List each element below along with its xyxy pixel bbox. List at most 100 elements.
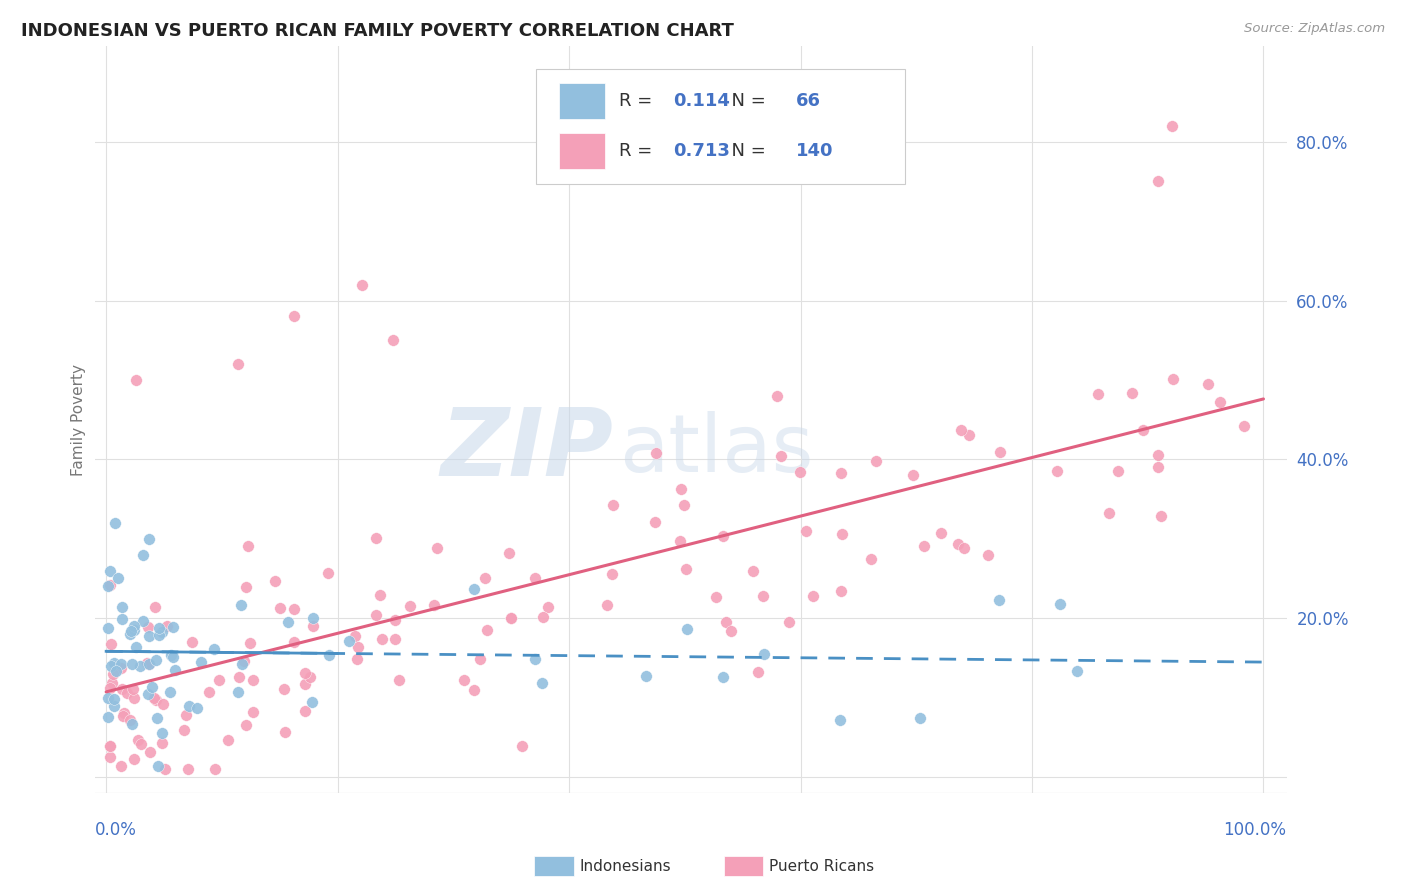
Point bbox=[121, 716, 143, 731]
Point bbox=[101, 676, 124, 690]
Point bbox=[634, 669, 657, 683]
Point bbox=[752, 647, 775, 661]
Point bbox=[778, 615, 800, 629]
Point bbox=[103, 691, 125, 706]
Point bbox=[350, 277, 373, 292]
Point bbox=[1197, 377, 1219, 392]
Point bbox=[371, 632, 394, 647]
Point bbox=[239, 636, 262, 650]
Point bbox=[711, 529, 734, 543]
Point bbox=[346, 651, 368, 665]
Point bbox=[138, 657, 160, 671]
Point bbox=[426, 541, 449, 555]
Point bbox=[789, 466, 811, 480]
Point bbox=[186, 701, 208, 715]
Text: ZIP: ZIP bbox=[440, 404, 613, 496]
Point bbox=[165, 664, 187, 678]
Point bbox=[100, 637, 122, 651]
Point bbox=[1161, 372, 1184, 386]
Point bbox=[98, 750, 121, 764]
Point bbox=[337, 634, 360, 648]
Point bbox=[152, 697, 174, 711]
Point bbox=[531, 610, 554, 624]
Point bbox=[1233, 418, 1256, 433]
Point bbox=[318, 648, 340, 662]
Point bbox=[501, 611, 523, 625]
Point bbox=[1147, 459, 1170, 474]
FancyBboxPatch shape bbox=[560, 133, 605, 169]
Text: Puerto Ricans: Puerto Ricans bbox=[769, 859, 875, 873]
Point bbox=[190, 655, 212, 669]
Point bbox=[103, 656, 125, 670]
Point bbox=[125, 640, 148, 654]
Point bbox=[602, 498, 624, 512]
Point bbox=[423, 599, 446, 613]
Point bbox=[1147, 174, 1170, 188]
Point bbox=[302, 619, 325, 633]
Text: R =: R = bbox=[619, 142, 658, 160]
Point bbox=[830, 583, 852, 598]
Point bbox=[180, 635, 202, 649]
Point bbox=[794, 524, 817, 539]
Point bbox=[139, 745, 162, 759]
Point bbox=[946, 537, 969, 551]
Point bbox=[468, 652, 491, 666]
Point bbox=[860, 552, 883, 566]
Point bbox=[770, 449, 793, 463]
Point bbox=[176, 763, 198, 777]
Point bbox=[463, 683, 485, 698]
Point bbox=[343, 629, 366, 643]
Point bbox=[176, 707, 198, 722]
Point bbox=[135, 656, 157, 670]
Point bbox=[97, 579, 120, 593]
Point bbox=[173, 723, 195, 737]
Point bbox=[1132, 424, 1154, 438]
Point bbox=[138, 532, 160, 546]
Point bbox=[148, 621, 170, 635]
Point bbox=[103, 699, 125, 714]
Point bbox=[159, 685, 181, 699]
Point bbox=[150, 725, 173, 739]
Point bbox=[766, 389, 789, 403]
Point bbox=[364, 531, 387, 545]
Point bbox=[283, 635, 305, 649]
Point bbox=[142, 690, 165, 705]
Point bbox=[1107, 464, 1129, 478]
Point bbox=[242, 705, 264, 719]
Point bbox=[132, 614, 155, 628]
Point bbox=[384, 632, 406, 647]
Point bbox=[1160, 119, 1182, 133]
Point bbox=[277, 615, 299, 629]
Point bbox=[156, 619, 179, 633]
Point bbox=[98, 739, 121, 754]
Point bbox=[501, 611, 523, 625]
Point bbox=[120, 624, 142, 638]
Text: Indonesians: Indonesians bbox=[579, 859, 671, 873]
Point bbox=[111, 612, 134, 626]
Point bbox=[110, 759, 132, 773]
Point bbox=[990, 445, 1012, 459]
Point bbox=[294, 704, 316, 718]
Point bbox=[474, 571, 496, 585]
Point bbox=[830, 713, 852, 727]
Point bbox=[370, 588, 392, 602]
Point bbox=[124, 690, 146, 705]
Point bbox=[136, 687, 159, 701]
Point bbox=[957, 428, 980, 442]
Point bbox=[231, 599, 253, 613]
Text: R =: R = bbox=[619, 92, 658, 110]
Point bbox=[384, 613, 406, 627]
Point bbox=[747, 665, 769, 679]
Text: N =: N = bbox=[720, 142, 772, 160]
Point bbox=[950, 423, 973, 437]
Point bbox=[202, 642, 225, 657]
Point bbox=[672, 498, 695, 512]
Point bbox=[111, 682, 134, 697]
Point bbox=[104, 516, 127, 530]
Point bbox=[1066, 664, 1088, 678]
FancyBboxPatch shape bbox=[560, 83, 605, 119]
Point bbox=[669, 534, 692, 549]
Point bbox=[101, 667, 124, 681]
Point bbox=[141, 680, 163, 694]
Point bbox=[830, 466, 852, 480]
